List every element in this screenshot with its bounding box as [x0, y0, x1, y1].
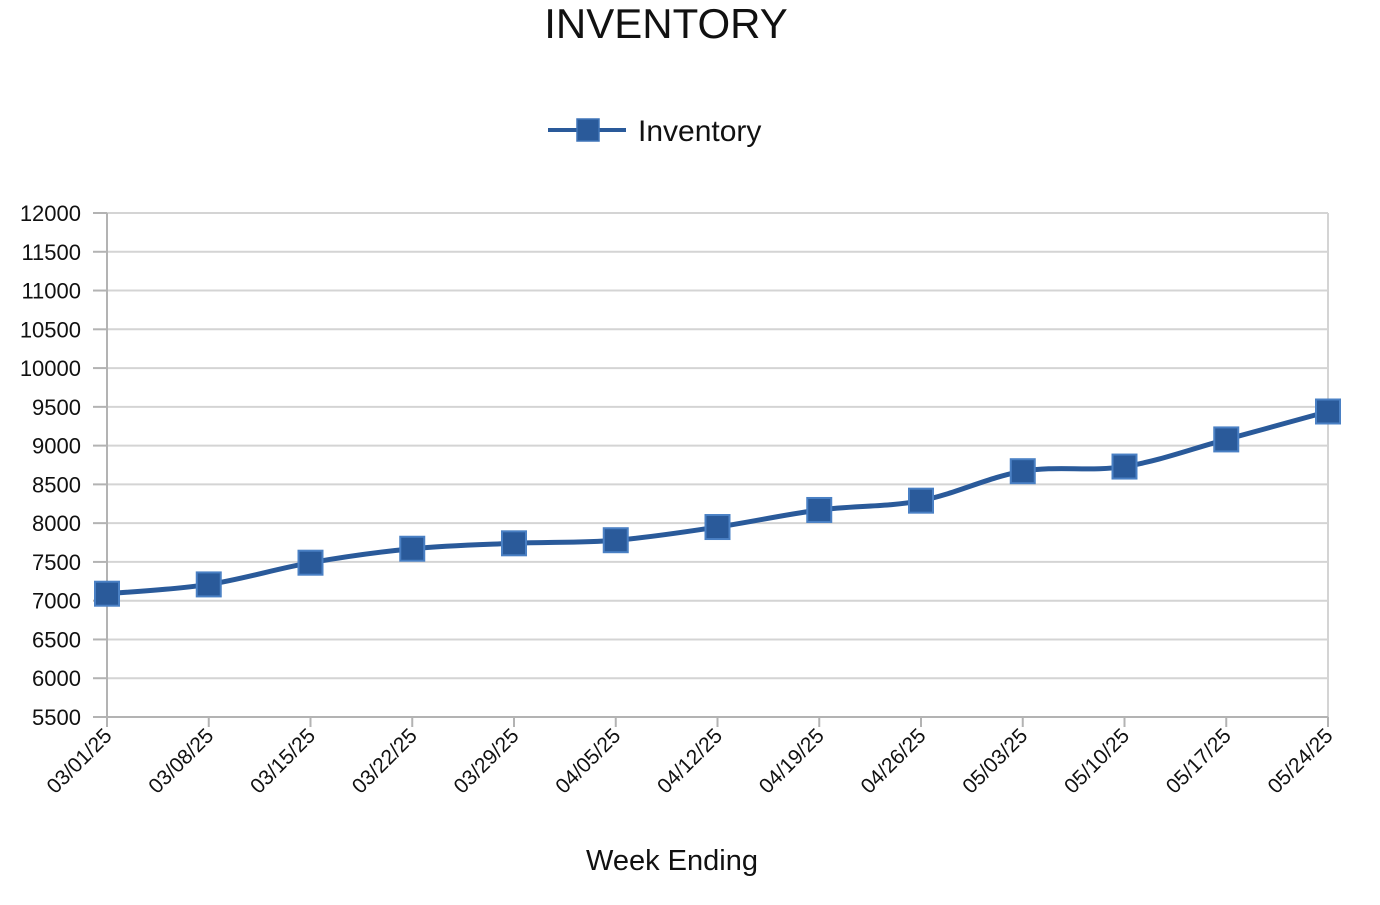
- x-tick-label-5: 04/05/25: [551, 724, 625, 798]
- data-point-05-03-25: [1009, 458, 1036, 485]
- x-axis-tick-labels: 03/01/25 03/08/25 03/15/25 03/22/25 03/29/25…: [42, 724, 1337, 798]
- y-tick-label-7000: 7000: [32, 589, 81, 614]
- y-tick-label-11500: 11500: [21, 240, 81, 265]
- y-tick-label-12000: 12000: [20, 201, 81, 226]
- y-tick-label-5500: 5500: [32, 705, 81, 730]
- data-point-04-26-25: [908, 487, 934, 514]
- x-tick-label-6: 04/12/25: [653, 724, 727, 798]
- legend: Inventory: [548, 115, 761, 148]
- x-tick-label-9: 05/03/25: [958, 724, 1032, 798]
- x-tick-label-11: 05/17/25: [1162, 724, 1236, 798]
- chart-title: INVENTORY: [544, 0, 788, 47]
- y-axis-tick-labels: 5500 6000 6500 7000 7500 8000 8500 9000 9500 1000…: [20, 201, 81, 730]
- data-point-05-17-25: [1213, 426, 1240, 453]
- data-point-04-05-25: [602, 527, 629, 554]
- data-point-03-15-25: [297, 549, 324, 576]
- x-tick-label-0: 03/01/25: [42, 724, 116, 798]
- y-tick-label-10500: 10500: [20, 317, 81, 342]
- y-tick-label-9500: 9500: [32, 395, 81, 420]
- data-point-05-10-25: [1111, 453, 1138, 480]
- y-tick-label-7500: 7500: [32, 550, 81, 575]
- y-tick-label-6500: 6500: [32, 627, 81, 652]
- series-inventory: [94, 398, 1341, 607]
- y-tick-label-9000: 9000: [32, 434, 81, 459]
- x-tick-label-8: 04/26/25: [856, 724, 930, 798]
- y-tick-label-10000: 10000: [20, 356, 81, 381]
- x-tick-label-10: 05/10/25: [1060, 724, 1134, 798]
- axes: [106, 213, 1329, 727]
- y-tick-label-11000: 11000: [21, 279, 81, 304]
- x-axis-title: Week Ending: [586, 845, 758, 877]
- legend-marker-swatch: [576, 118, 600, 142]
- x-tick-label-7: 04/19/25: [755, 724, 829, 798]
- data-point-04-19-25: [806, 496, 833, 523]
- y-tick-label-8000: 8000: [32, 511, 81, 536]
- x-tick-label-12: 05/24/25: [1263, 724, 1337, 798]
- legend-label: Inventory: [638, 115, 761, 148]
- x-tick-label-4: 03/29/25: [449, 724, 523, 798]
- x-tick-label-3: 03/22/25: [348, 724, 422, 798]
- series-line-inventory: [104, 408, 1331, 597]
- y-tick-label-6000: 6000: [32, 666, 81, 691]
- gridlines: [93, 212, 1328, 718]
- data-point-03-01-25: [94, 580, 120, 607]
- x-tick-label-2: 03/15/25: [246, 724, 320, 798]
- y-tick-label-8500: 8500: [32, 472, 81, 497]
- data-point-03-08-25: [195, 571, 222, 598]
- data-point-03-29-25: [501, 530, 527, 557]
- data-point-04-12-25: [704, 514, 731, 541]
- data-point-05-24-25: [1315, 398, 1341, 425]
- data-point-03-22-25: [399, 535, 426, 562]
- x-tick-label-1: 03/08/25: [144, 724, 218, 798]
